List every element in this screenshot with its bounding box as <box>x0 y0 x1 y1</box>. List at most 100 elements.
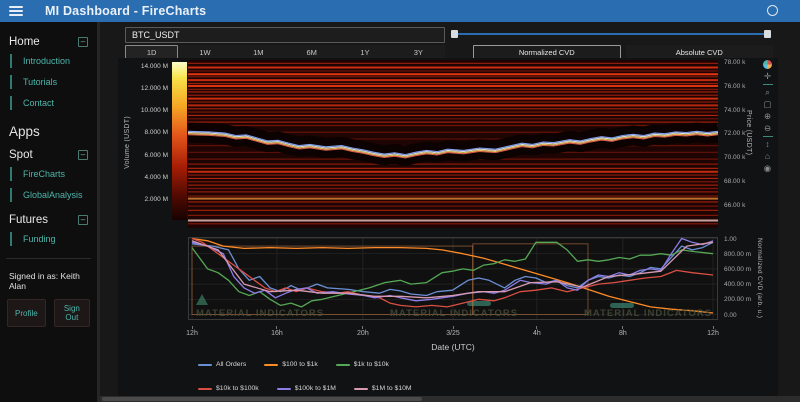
colorbar-tick: 4.000 M <box>144 174 169 182</box>
absolute-cvd-button[interactable]: Absolute CVD <box>625 45 773 59</box>
date-tick: 20h <box>348 326 378 337</box>
liquidity-heatmap-chart[interactable] <box>188 60 718 228</box>
colorbar-tick: 10.000 M <box>140 107 168 115</box>
collapse-icon[interactable]: – <box>78 150 88 160</box>
date-tick: 12h <box>698 326 728 337</box>
legend-label: All Orders <box>216 361 247 368</box>
legend-label: $10k to $100k <box>216 385 259 392</box>
date-axis-label: Date (UTC) <box>431 342 475 352</box>
timeframe-button-3y[interactable]: 3Y <box>413 47 423 57</box>
zoom-in-icon[interactable]: ⊕ <box>763 111 772 121</box>
profile-button[interactable]: Profile <box>7 299 46 327</box>
legend-color-dash <box>335 363 350 366</box>
symbol-input[interactable] <box>125 27 445 43</box>
modebar-separator <box>762 136 773 137</box>
sidebar-section-futures[interactable]: Futures – <box>0 214 97 226</box>
price-tick: 70.00 k <box>724 154 746 162</box>
status-circle-icon[interactable] <box>767 5 778 16</box>
legend-color-dash <box>198 387 212 390</box>
timeframe-button-1m[interactable]: 1M <box>253 47 264 57</box>
volume-axis-label: Volume (USDT) <box>124 116 131 169</box>
colorbar-tick: 6.000 M <box>144 151 169 159</box>
timeframe-button-1y[interactable]: 1Y <box>360 47 370 57</box>
date-range-slider[interactable] <box>451 29 771 39</box>
sidebar: Home – Introduction Tutorials Contact Apps Spo… <box>0 22 97 402</box>
camera-icon[interactable]: ◉ <box>763 163 772 173</box>
account-divider <box>6 258 91 259</box>
cvd-tick: 1.00 <box>724 235 737 243</box>
sidebar-item-globalanalysis[interactable]: GlobalAnalysis <box>10 188 97 202</box>
legend-color-dash <box>264 363 279 366</box>
material-indicators-watermark: MATERIAL INDICATORS <box>584 308 713 319</box>
legend-color-dash <box>353 387 368 390</box>
legend-item-all-orders[interactable]: All Orders <box>198 361 246 368</box>
legend-item--1k-to-10k[interactable]: $1k to $10k <box>335 361 389 368</box>
normalized-cvd-chart[interactable] <box>188 237 718 320</box>
app-title: MI Dashboard - FireCharts <box>45 4 207 18</box>
sidebar-section-spot[interactable]: Spot – <box>0 149 97 161</box>
modebar-separator <box>762 84 773 85</box>
material-indicators-watermark: MATERIAL INDICATORS <box>390 308 519 319</box>
hamburger-menu-icon[interactable] <box>9 6 23 16</box>
price-tick: 68.00 k <box>724 178 746 186</box>
legend-item--10k-to-100k[interactable]: $10k to $100k <box>198 385 259 392</box>
sidebar-item-funding[interactable]: Funding <box>10 232 97 246</box>
colorbar-tick: 8.000 M <box>144 129 169 137</box>
collapse-icon[interactable]: – <box>78 37 88 47</box>
normalized-cvd-button[interactable]: Normalized CVD <box>473 45 621 59</box>
price-axis-label: Price (USDT) <box>745 110 752 156</box>
reset-axes-icon[interactable]: ⌂ <box>764 151 771 161</box>
zoom-out-icon[interactable]: ⊖ <box>763 123 772 133</box>
sidebar-scrollbar[interactable] <box>97 22 100 402</box>
timeframe-button-group: 1D 1W 1M 6M 1Y 3Y <box>125 45 445 59</box>
slider-track[interactable] <box>452 33 770 35</box>
sign-out-button[interactable]: Sign Out <box>53 299 90 327</box>
sidebar-section-title: Home <box>9 36 40 48</box>
legend-color-dash <box>276 387 291 390</box>
price-tick: 66.00 k <box>724 201 746 209</box>
sidebar-item-tutorials[interactable]: Tutorials <box>10 75 97 89</box>
material-indicators-watermark: MATERIAL INDICATORS <box>196 308 325 319</box>
date-tick: 4h <box>522 326 552 337</box>
horizontal-scrollbar-thumb[interactable] <box>102 397 422 401</box>
cvd-tick: 800.00 m <box>724 250 752 258</box>
cvd-tick: 200.00 m <box>724 296 752 304</box>
slider-handle-right[interactable] <box>764 30 771 38</box>
date-tick: 12h <box>177 326 207 337</box>
timeframe-button-1w[interactable]: 1W <box>199 47 211 57</box>
top-bar: MI Dashboard - FireCharts <box>0 0 800 22</box>
pan-icon[interactable]: ✛ <box>763 71 772 81</box>
timeframe-button-1d[interactable]: 1D <box>125 45 179 59</box>
price-tick: 72.00 k <box>724 130 746 138</box>
date-tick: 8h <box>608 326 638 337</box>
legend-label: $100 to $1k <box>282 361 318 368</box>
sidebar-item-firecharts[interactable]: FireCharts <box>10 167 97 181</box>
zoom-icon[interactable]: ⌕ <box>765 87 770 97</box>
cvd-axis-label: Normalized CVD (arb. u.) <box>756 238 763 319</box>
cvd-tick: 400.00 m <box>724 281 752 289</box>
plotly-logo[interactable] <box>763 60 772 69</box>
horizontal-scrollbar[interactable] <box>100 396 800 402</box>
sidebar-item-introduction[interactable]: Introduction <box>10 54 97 68</box>
legend-item--100k-to-1m[interactable]: $100k to $1M <box>276 385 336 392</box>
legend-item--100-to-1k[interactable]: $100 to $1k <box>264 361 318 368</box>
plotly-modebar: ✛ ⌕ ▢ ⊕ ⊖ ↕ ⌂ ◉ <box>760 60 775 173</box>
collapse-icon[interactable]: – <box>78 215 88 225</box>
sidebar-section-home[interactable]: Home – <box>0 36 97 48</box>
slider-handle-left[interactable] <box>451 30 458 38</box>
cvd-mode-button-group: Normalized CVD Absolute CVD <box>473 45 773 59</box>
autoscale-icon[interactable]: ↕ <box>765 139 770 149</box>
account-buttons: Profile Sign Out <box>0 299 97 327</box>
legend-label: $1M to $10M <box>371 385 412 392</box>
legend-item--1m-to-10m[interactable]: $1M to $10M <box>353 385 412 392</box>
timeframe-button-6m[interactable]: 6M <box>306 47 317 57</box>
box-select-icon[interactable]: ▢ <box>763 99 772 109</box>
sidebar-header-apps: Apps <box>9 124 40 139</box>
sidebar-item-contact[interactable]: Contact <box>10 96 97 110</box>
colorbar-tick: 14.000 M <box>140 62 168 70</box>
legend-row-2: $10k to $100k $100k to $1M $1M to $10M <box>198 385 412 392</box>
legend-color-dash <box>198 363 212 366</box>
legend-label: $1k to $10k <box>353 361 389 368</box>
sidebar-item-list: Funding <box>10 232 97 246</box>
